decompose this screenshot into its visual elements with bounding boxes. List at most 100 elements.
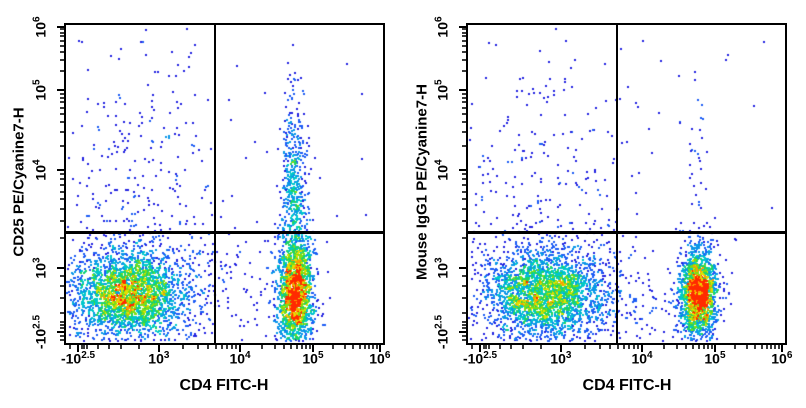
x-axis-minor-tick xyxy=(221,345,224,349)
y-axis-minor-tick xyxy=(60,275,64,278)
y-tick-label: 106 xyxy=(31,16,49,38)
x-axis-minor-tick xyxy=(83,345,86,349)
y-axis-minor-tick xyxy=(462,275,466,278)
x-tick-label: 104 xyxy=(229,350,251,367)
x-axis-minor-tick xyxy=(485,345,488,349)
scatter-canvas-isotype[interactable] xyxy=(468,25,785,343)
x-axis-label-right: CD4 FITC-H xyxy=(582,377,672,394)
x-axis-minor-tick xyxy=(498,345,501,349)
x-axis-major-tick xyxy=(713,345,716,352)
tick-exponent: 2.5 xyxy=(433,314,445,329)
tick-exponent: 6 xyxy=(786,350,793,361)
x-axis-minor-tick xyxy=(226,345,229,349)
x-tick-label: 104 xyxy=(631,350,653,367)
y-axis-minor-tick xyxy=(462,338,466,341)
scatter-canvas-cd25[interactable] xyxy=(66,25,383,343)
y-axis-minor-tick xyxy=(60,50,64,53)
y-axis-minor-tick xyxy=(60,92,64,95)
x-axis-major-tick xyxy=(157,345,160,352)
x-axis-major-tick xyxy=(378,345,381,352)
x-tick-label: 105 xyxy=(302,350,324,367)
quadrant-gate-vertical[interactable] xyxy=(213,25,216,343)
tick-exponent: 3 xyxy=(31,257,43,263)
x-tick-label: 103 xyxy=(148,350,170,367)
x-axis-minor-tick xyxy=(774,345,777,349)
y-axis-minor-tick xyxy=(462,31,466,34)
y-axis-minor-tick xyxy=(462,284,466,287)
tick-exponent: 2.5 xyxy=(31,314,43,329)
x-axis-minor-tick xyxy=(107,345,110,349)
x-tick-label: 103 xyxy=(550,350,572,367)
y-axis-minor-tick xyxy=(60,335,64,337)
y-axis-label-cd25: CD25 PE/Cyanine7-H xyxy=(10,107,28,257)
y-axis-minor-tick xyxy=(60,311,64,314)
y-tick-label: 104 xyxy=(31,159,49,181)
y-axis-major-tick xyxy=(459,266,466,269)
y-axis-minor-tick xyxy=(60,198,64,201)
x-axis-minor-tick xyxy=(300,345,303,349)
y-axis-minor-tick xyxy=(462,106,466,109)
x-axis-major-tick xyxy=(239,345,242,352)
y-axis-minor-tick xyxy=(60,284,64,287)
x-axis-minor-tick xyxy=(308,345,311,349)
y-axis-major-tick xyxy=(459,330,466,333)
y-axis-major-tick xyxy=(459,88,466,91)
y-axis-minor-tick xyxy=(60,184,64,187)
tick-exponent: 3 xyxy=(163,350,170,361)
y-axis-minor-tick xyxy=(462,28,466,31)
x-axis-minor-tick xyxy=(343,345,346,349)
y-axis-minor-tick xyxy=(462,101,466,104)
y-axis-major-tick xyxy=(57,25,64,28)
x-axis-minor-tick xyxy=(710,345,713,349)
x-axis-major-tick xyxy=(559,345,562,352)
y-axis-minor-tick xyxy=(462,311,466,314)
y-tick-label: -102.5 xyxy=(433,314,451,349)
y-axis-label-isotype: Mouse IgG1 PE/Cyanine7-H xyxy=(413,84,431,280)
x-axis-minor-tick xyxy=(616,345,619,349)
y-axis-minor-tick xyxy=(462,326,466,329)
y-axis-minor-tick xyxy=(462,120,466,123)
quadrant-gate-vertical[interactable] xyxy=(615,25,618,343)
x-axis-minor-tick xyxy=(120,345,123,349)
y-axis-minor-tick xyxy=(60,207,64,210)
plot-area-cd25: -102.5 103 104 105 106 106 105 104 103 -102.5 xyxy=(32,16,391,365)
quadrant-gate-horizontal[interactable] xyxy=(66,230,383,234)
x-axis-minor-tick xyxy=(697,345,700,349)
y-axis-minor-tick xyxy=(60,106,64,109)
y-axis-minor-tick xyxy=(462,112,466,115)
x-axis-minor-tick xyxy=(706,345,709,349)
tick-exponent: 4 xyxy=(647,350,653,361)
tick-exponent: 3 xyxy=(433,257,445,263)
y-axis-major-tick xyxy=(57,266,64,269)
x-axis-minor-tick xyxy=(675,345,678,349)
x-axis-minor-tick xyxy=(539,345,542,349)
x-axis-minor-tick xyxy=(295,345,298,349)
x-axis-minor-tick xyxy=(206,345,209,349)
x-axis-minor-tick xyxy=(702,345,705,349)
x-tick-label: 105 xyxy=(704,350,726,367)
y-axis-minor-tick xyxy=(462,92,466,95)
x-axis-minor-tick xyxy=(182,345,185,349)
x-axis-minor-tick xyxy=(273,345,276,349)
y-axis-minor-tick xyxy=(60,326,64,329)
y-axis-minor-tick xyxy=(60,35,64,38)
y-axis-minor-tick xyxy=(462,35,466,38)
x-tick-label: -102.5 xyxy=(60,350,96,367)
y-axis-minor-tick xyxy=(60,173,64,176)
y-tick-label: 103 xyxy=(433,257,451,279)
x-axis-minor-tick xyxy=(289,345,292,349)
y-axis-minor-tick xyxy=(462,50,466,53)
x-axis-minor-tick xyxy=(358,345,361,349)
y-axis-minor-tick xyxy=(60,58,64,61)
y-axis-minor-tick xyxy=(60,39,64,42)
y-axis-major-tick xyxy=(57,169,64,171)
y-tick-label: 103 xyxy=(31,257,49,279)
tick-exponent: 5 xyxy=(719,350,726,361)
plot-area-isotype: -102.5 103 104 105 106 106 105 104 103 -102.5 xyxy=(434,16,793,365)
x-axis-minor-tick xyxy=(509,345,512,349)
y-axis-major-tick xyxy=(57,330,64,333)
y-axis-minor-tick xyxy=(60,237,64,240)
x-axis-minor-tick xyxy=(691,345,694,349)
quadrant-gate-horizontal[interactable] xyxy=(468,230,785,234)
